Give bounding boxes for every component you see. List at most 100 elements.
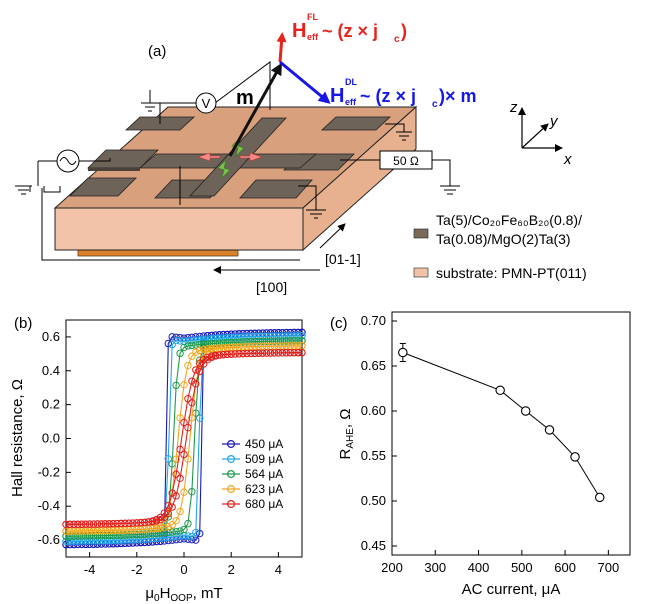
chart-b-point bbox=[298, 332, 306, 340]
chart-b-point bbox=[282, 349, 290, 357]
svg-text:c: c bbox=[432, 99, 438, 110]
chart-b-point bbox=[258, 332, 267, 341]
chart-c-point bbox=[398, 347, 408, 358]
chart-b-point bbox=[196, 340, 204, 349]
chart-b-point bbox=[74, 537, 82, 545]
chart-b-point bbox=[223, 338, 231, 347]
hfl-vector bbox=[276, 32, 287, 63]
chart-c-point bbox=[495, 385, 505, 396]
chart-b-point bbox=[192, 336, 200, 344]
chart-b-point bbox=[184, 455, 192, 463]
chart-b-point bbox=[255, 349, 263, 357]
chart-b-point bbox=[184, 519, 192, 528]
chart-b-point bbox=[164, 528, 172, 537]
chart-b-point bbox=[243, 338, 251, 346]
substrate-front bbox=[54, 207, 304, 251]
chart-b-point bbox=[168, 503, 176, 511]
chart-b-point bbox=[196, 367, 204, 376]
chart-b-point bbox=[184, 395, 192, 403]
resistor-label: 50 Ω bbox=[393, 154, 419, 168]
chart-b-point bbox=[78, 532, 86, 540]
chart-b-point bbox=[255, 332, 263, 341]
chart-b-point bbox=[62, 520, 70, 529]
chart-b-point bbox=[298, 348, 306, 357]
chart-b-point bbox=[121, 536, 129, 544]
chart-b-point bbox=[137, 518, 145, 527]
chart-b-point bbox=[152, 529, 161, 538]
svg-text:~ (z × j: ~ (z × j bbox=[360, 86, 416, 106]
chart-b-xtick-label: 0 bbox=[180, 562, 187, 577]
dir-011-label: [01-1] bbox=[325, 251, 361, 267]
legend-film-line1: Ta(5)/Co₂₀Fe₆₀B₂₀(0.8)/ bbox=[436, 212, 582, 228]
substrate-bottom-strip-front bbox=[77, 249, 239, 257]
chart-b-point bbox=[192, 348, 200, 356]
legend-substrate-swatch bbox=[413, 267, 429, 278]
chart-b-legend-label: 450 μA bbox=[245, 437, 283, 451]
chart-b-point bbox=[148, 534, 157, 543]
chart-b-point bbox=[219, 334, 228, 342]
chart-c-point bbox=[544, 425, 555, 435]
chart-b-point bbox=[74, 532, 82, 540]
chart-b-point bbox=[199, 355, 208, 364]
chart-b-series-line bbox=[65, 345, 303, 532]
chart-b-point bbox=[93, 532, 102, 540]
chart-b-xtick-label: -2 bbox=[131, 562, 143, 577]
chart-b-point bbox=[160, 523, 169, 532]
chart-b-point bbox=[129, 530, 137, 539]
panel-c-label: (c) bbox=[330, 315, 348, 332]
chart-b-point bbox=[160, 518, 169, 526]
chart-b-point bbox=[164, 522, 172, 531]
chart-b-point bbox=[125, 519, 133, 527]
svg-text:FL: FL bbox=[307, 12, 318, 22]
chart-b-point bbox=[66, 520, 74, 529]
chart-b-point bbox=[199, 351, 208, 359]
chart-b-ytick-label: 0.4 bbox=[42, 363, 60, 378]
chart-b-point bbox=[207, 344, 216, 353]
chart-c-xtick-label: 400 bbox=[468, 560, 490, 575]
chart-b-point bbox=[239, 349, 247, 358]
hdl-label: H DL eff ~ (z × j c )× m bbox=[330, 77, 477, 110]
chart-b-ylabel: Hall resistance, Ω bbox=[9, 379, 26, 497]
chart-b-point bbox=[164, 501, 172, 510]
chart-b-point bbox=[144, 530, 153, 538]
chart-b-point bbox=[286, 349, 294, 357]
svg-text:)× m: )× m bbox=[439, 86, 477, 106]
chart-b-point bbox=[266, 332, 275, 340]
chart-b-legend-label: 680 μA bbox=[245, 497, 283, 511]
chart-b-point bbox=[105, 520, 113, 528]
dir-100-label: [100] bbox=[256, 279, 287, 295]
chart-b-point bbox=[121, 531, 129, 539]
chart-b-point bbox=[89, 520, 98, 528]
chart-b-point bbox=[164, 455, 172, 463]
chart-b-point bbox=[262, 349, 271, 357]
chart-b-point bbox=[117, 519, 125, 528]
chart-b-point bbox=[85, 537, 94, 545]
chart-b-point bbox=[137, 535, 145, 543]
voltmeter bbox=[195, 92, 217, 114]
chart-b-point bbox=[188, 352, 196, 360]
chart-b-point bbox=[188, 341, 196, 350]
chart-b-point bbox=[255, 337, 263, 346]
chart-b-point bbox=[78, 537, 86, 545]
chart-b-point bbox=[290, 348, 298, 357]
chart-b-series-line bbox=[65, 352, 303, 525]
chart-b-point bbox=[196, 414, 204, 422]
chart-b-point bbox=[109, 536, 117, 545]
current-arrows bbox=[197, 152, 263, 162]
legend-film-swatch bbox=[413, 228, 429, 239]
chart-b-point bbox=[172, 527, 180, 536]
svg-text:H: H bbox=[292, 20, 306, 42]
chart-b-point bbox=[113, 519, 121, 528]
chart-b-point bbox=[81, 520, 90, 528]
chart-b-point bbox=[180, 450, 188, 459]
chart-b-point bbox=[148, 529, 157, 538]
voltmeter-label: V bbox=[202, 96, 211, 111]
svg-text:c: c bbox=[394, 34, 400, 45]
chart-b-point bbox=[129, 535, 137, 544]
chart-b-point bbox=[97, 536, 106, 545]
chart-b-point bbox=[70, 532, 78, 540]
chart-c-line bbox=[402, 352, 601, 498]
chart-b-point bbox=[176, 445, 184, 454]
chart-b-point bbox=[286, 337, 294, 345]
chart-b-point bbox=[278, 332, 287, 340]
